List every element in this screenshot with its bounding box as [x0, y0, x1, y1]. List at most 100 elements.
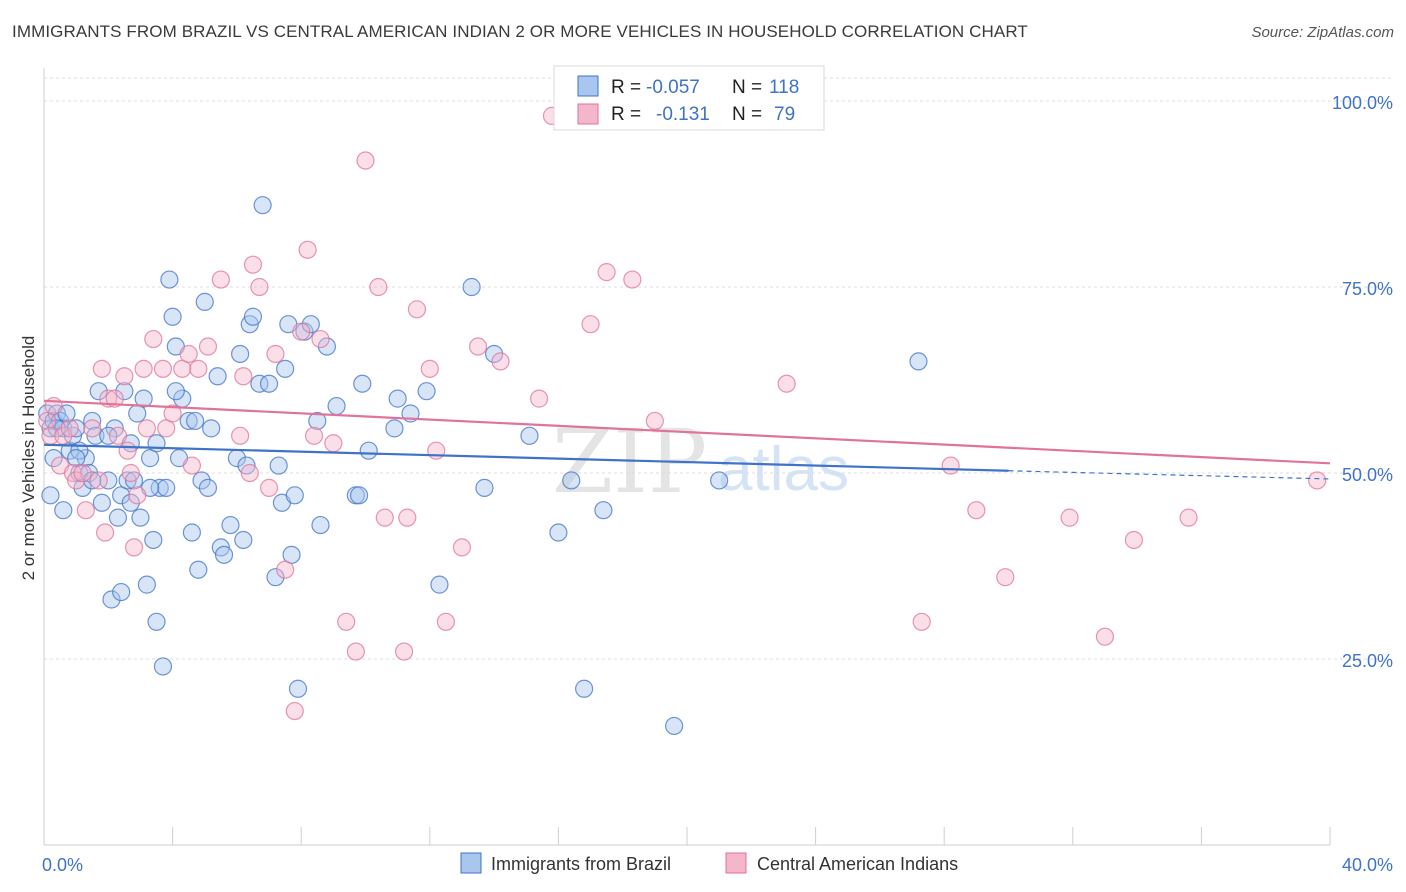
stats-swatch-blue	[577, 75, 599, 97]
y-tick-label: 50.0%	[1342, 465, 1393, 485]
stat-n-label: N =	[732, 104, 762, 125]
stats-box: R = -0.057 N = 118 R = -0.131 N = 79	[553, 65, 825, 131]
data-point-brazil	[144, 530, 163, 550]
data-point-brazil	[462, 277, 481, 297]
data-point-cai	[92, 359, 111, 378]
data-point-brazil	[92, 493, 111, 512]
data-point-brazil	[99, 426, 118, 445]
data-point-brazil	[485, 344, 504, 364]
data-point-brazil	[121, 493, 140, 512]
data-point-cai	[337, 612, 356, 631]
watermark-atlas: atlas	[718, 435, 849, 504]
data-point-cai	[189, 359, 208, 378]
data-point-brazil	[710, 471, 729, 490]
data-point-cai	[179, 344, 198, 364]
data-point-brazil	[108, 508, 128, 527]
data-point-cai	[394, 642, 414, 661]
trend-lines	[43, 399, 1331, 480]
data-point-brazil	[253, 196, 272, 215]
data-point-cai	[1124, 530, 1143, 550]
data-point-brazil	[202, 419, 221, 438]
data-point-brazil	[353, 374, 372, 393]
trend-line-brazil	[43, 443, 1009, 472]
data-point-brazil	[575, 679, 594, 698]
data-point-cai	[198, 337, 218, 356]
data-point-cai	[1060, 508, 1079, 527]
data-point-cai	[89, 471, 108, 490]
data-point-cai	[777, 374, 796, 393]
y-tick-label: 25.0%	[1342, 651, 1393, 671]
data-point-brazil	[359, 441, 378, 460]
data-point-brazil	[231, 344, 250, 364]
data-point-cai	[311, 329, 330, 349]
data-point-brazil	[327, 396, 346, 416]
data-point-cai	[76, 501, 95, 520]
data-point-cai	[407, 300, 427, 319]
stat-r-label: R =	[611, 77, 641, 98]
data-point-brazil	[186, 411, 205, 431]
data-point-cai	[250, 277, 269, 297]
data-point-brazil	[269, 456, 288, 475]
x-tick-label-min: 0.0%	[42, 855, 83, 875]
data-point-cai	[95, 523, 115, 542]
data-point-brazil	[250, 374, 269, 393]
data-point-brazil	[83, 411, 102, 431]
data-point-brazil	[430, 575, 449, 594]
data-point-cai	[1179, 508, 1198, 527]
data-point-brazil	[208, 367, 227, 386]
data-point-brazil	[549, 523, 568, 542]
data-point-cai	[581, 315, 600, 334]
data-point-brazil	[349, 486, 369, 505]
data-point-brazil	[195, 292, 214, 311]
data-point-cai	[452, 538, 472, 557]
data-point-cai	[941, 456, 960, 475]
data-point-brazil	[388, 389, 407, 408]
stat-n-label: N =	[732, 77, 762, 98]
data-point-cai	[124, 538, 144, 557]
data-point-brazil	[131, 508, 150, 527]
data-point-cai	[996, 568, 1015, 587]
data-point-cai	[231, 426, 250, 445]
data-point-brazil	[520, 426, 539, 445]
data-point-cai	[259, 478, 279, 497]
data-point-cai	[60, 419, 79, 438]
data-point-brazil	[102, 590, 121, 609]
data-point-cai	[234, 367, 253, 386]
data-point-cai	[491, 352, 510, 371]
data-point-brazil	[311, 515, 330, 535]
chart-title: IMMIGRANTS FROM BRAZIL VS CENTRAL AMERIC…	[12, 22, 1028, 41]
data-point-brazil	[157, 478, 176, 497]
data-point-brazil	[266, 568, 285, 587]
data-point-brazil	[76, 449, 95, 468]
data-point-cai	[73, 463, 92, 483]
data-point-brazil	[192, 471, 211, 490]
data-point-brazil	[166, 382, 185, 401]
data-point-brazil	[417, 382, 436, 401]
data-point-cai	[240, 463, 259, 483]
data-point-brazil	[475, 478, 494, 497]
data-point-brazil	[134, 389, 153, 408]
data-point-cai	[243, 255, 263, 274]
data-point-cai	[153, 359, 173, 378]
data-point-cai	[436, 612, 455, 631]
data-point-brazil	[594, 501, 613, 520]
data-point-cai	[356, 151, 375, 170]
data-point-cai	[375, 508, 394, 527]
data-point-cai	[144, 329, 163, 349]
data-point-cai	[398, 508, 417, 527]
stat-r-label: R =	[611, 104, 641, 125]
data-point-cai	[118, 441, 137, 460]
data-point-brazil	[285, 486, 304, 505]
data-point-cai	[346, 642, 365, 661]
data-point-cai	[427, 441, 446, 460]
data-point-cai	[1308, 471, 1327, 490]
stat-r-value: -0.057	[646, 77, 700, 98]
y-tick-labels: 25.0% 50.0% 75.0% 100.0%	[1332, 93, 1393, 671]
data-point-cai	[530, 389, 549, 408]
data-point-brazil	[909, 352, 928, 371]
data-point-cai	[163, 404, 182, 423]
data-point-cai	[468, 337, 488, 356]
data-point-brazil	[163, 307, 182, 326]
stats-swatch-pink	[577, 103, 599, 125]
